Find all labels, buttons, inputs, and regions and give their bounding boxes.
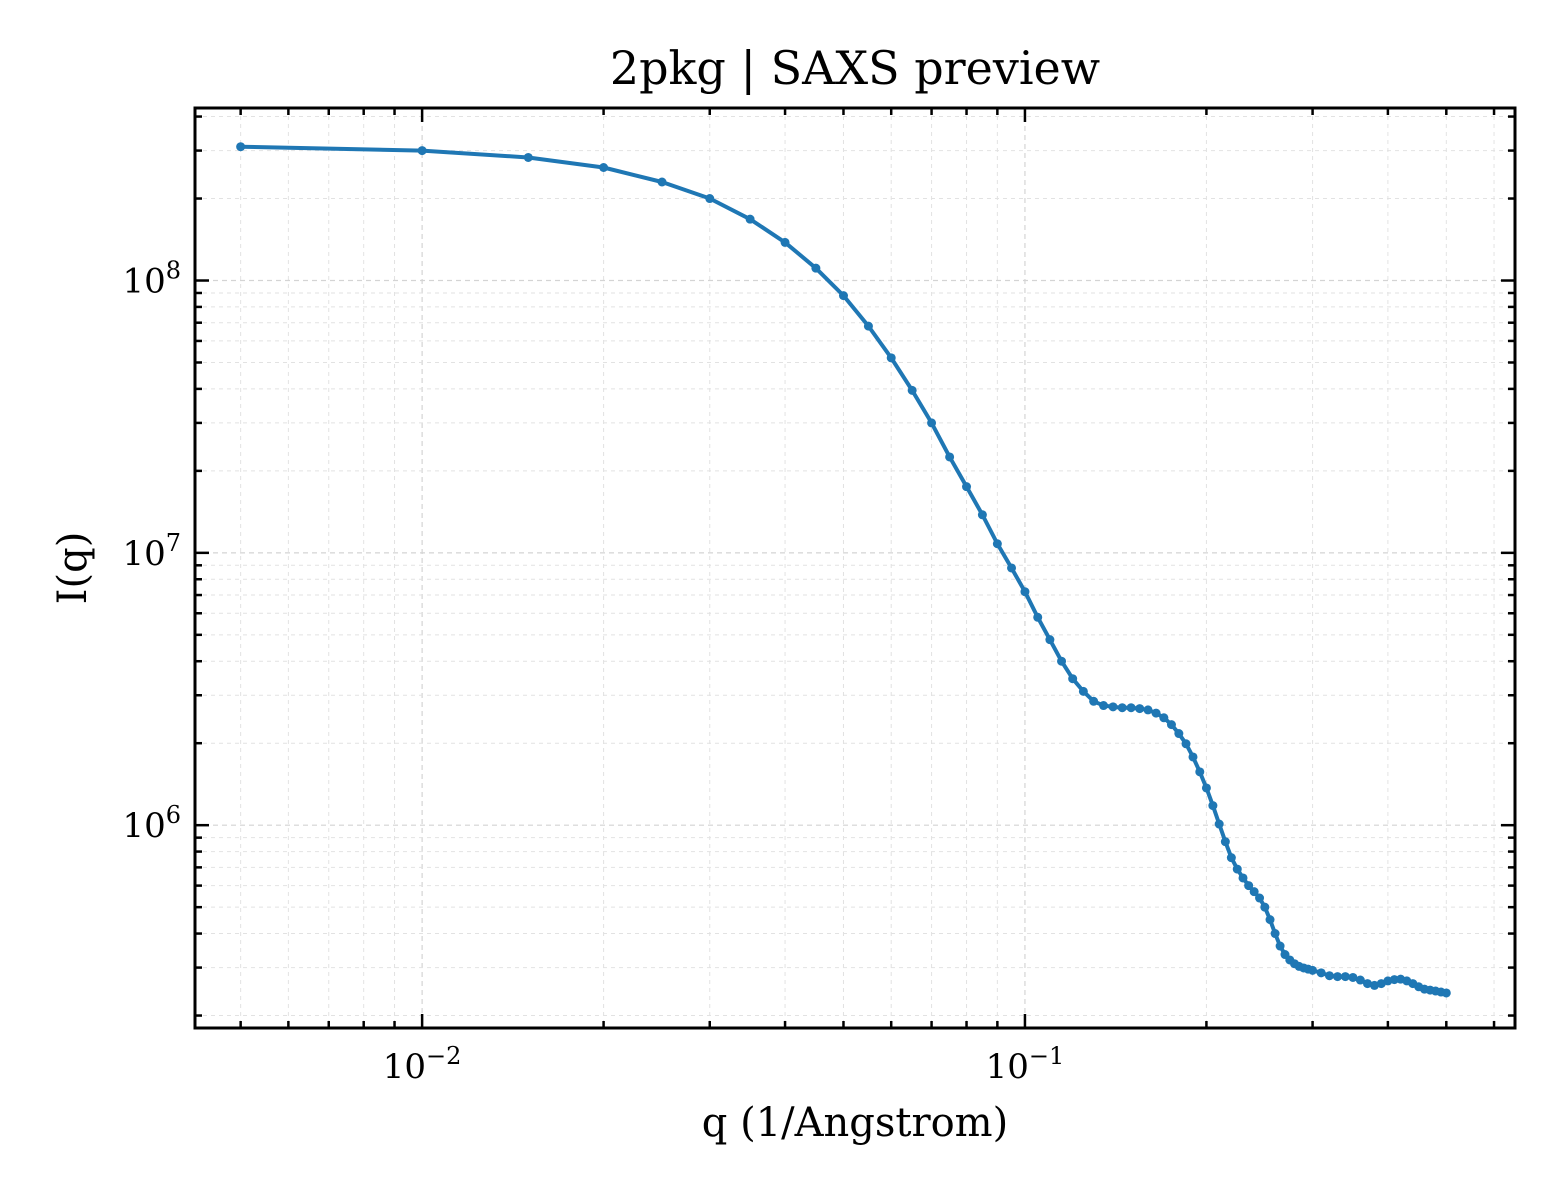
data-point xyxy=(1441,988,1451,998)
y-tick-label: 107 xyxy=(122,529,181,574)
data-point xyxy=(863,321,873,331)
data-point xyxy=(1340,972,1350,982)
data-point xyxy=(1369,980,1379,990)
data-point xyxy=(599,163,609,172)
data-point xyxy=(1249,887,1259,897)
data-point xyxy=(1195,767,1205,777)
data-point xyxy=(1260,902,1270,912)
data-point xyxy=(1255,893,1265,903)
grid-lines xyxy=(195,108,1515,1028)
data-point xyxy=(907,385,917,395)
data-point xyxy=(1355,975,1365,985)
series-layer xyxy=(236,142,1451,998)
data-point xyxy=(657,177,667,187)
data-point xyxy=(1208,801,1218,811)
data-point xyxy=(780,237,790,247)
data-point xyxy=(1108,702,1118,712)
data-point xyxy=(523,152,533,162)
data-point xyxy=(1174,729,1184,739)
data-point xyxy=(886,353,896,363)
data-point xyxy=(1333,972,1343,982)
data-point xyxy=(1265,915,1275,925)
data-point xyxy=(1159,713,1169,723)
data-point xyxy=(1316,968,1326,978)
data-point xyxy=(838,291,848,301)
tick-labels: 10−2 10−1 106 107 108 xyxy=(122,257,1064,1087)
y-tick-label: 108 xyxy=(122,257,181,302)
data-point xyxy=(1099,701,1109,711)
data-point xyxy=(1143,705,1153,715)
data-point xyxy=(1188,752,1198,762)
data-point xyxy=(1348,972,1358,982)
y-axis-label: I(q) xyxy=(50,532,96,605)
data-point xyxy=(1275,941,1285,951)
data-point xyxy=(977,510,987,520)
data-point xyxy=(1057,656,1067,666)
data-point xyxy=(1201,783,1211,793)
data-point xyxy=(1238,873,1248,883)
data-point xyxy=(1151,708,1161,718)
y-tick-label: 106 xyxy=(122,801,181,846)
data-point xyxy=(1007,563,1017,573)
data-point xyxy=(1068,674,1078,684)
data-point xyxy=(1270,929,1280,939)
data-point xyxy=(1181,739,1191,749)
data-point xyxy=(1126,703,1136,713)
data-point xyxy=(1020,587,1030,597)
plot-frame xyxy=(193,106,1517,1030)
data-point xyxy=(1166,720,1176,730)
data-point xyxy=(1033,612,1043,622)
data-point xyxy=(1226,853,1236,863)
data-point xyxy=(745,214,755,224)
data-point xyxy=(1244,881,1254,891)
data-point xyxy=(1324,971,1334,981)
data-point xyxy=(1045,635,1055,645)
x-tick-label: 10−2 xyxy=(383,1042,462,1087)
data-point xyxy=(1308,965,1318,975)
data-point xyxy=(1232,864,1242,874)
data-point xyxy=(705,194,715,204)
data-point xyxy=(417,146,427,156)
x-tick-label: 10−1 xyxy=(986,1042,1065,1087)
data-point xyxy=(1362,979,1372,989)
data-point xyxy=(811,263,821,273)
data-point xyxy=(1214,819,1224,829)
data-point xyxy=(1220,837,1230,847)
data-point xyxy=(1117,703,1127,713)
data-point xyxy=(945,452,955,462)
data-point xyxy=(1078,686,1088,696)
data-point xyxy=(1089,696,1099,706)
chart-title: 2pkg | SAXS preview xyxy=(610,41,1100,95)
data-point xyxy=(962,482,972,492)
data-point xyxy=(236,142,246,152)
x-axis-label: q (1/Angstrom) xyxy=(702,1100,1008,1146)
data-point xyxy=(1135,704,1145,714)
data-point xyxy=(992,539,1002,549)
data-point xyxy=(927,418,937,428)
